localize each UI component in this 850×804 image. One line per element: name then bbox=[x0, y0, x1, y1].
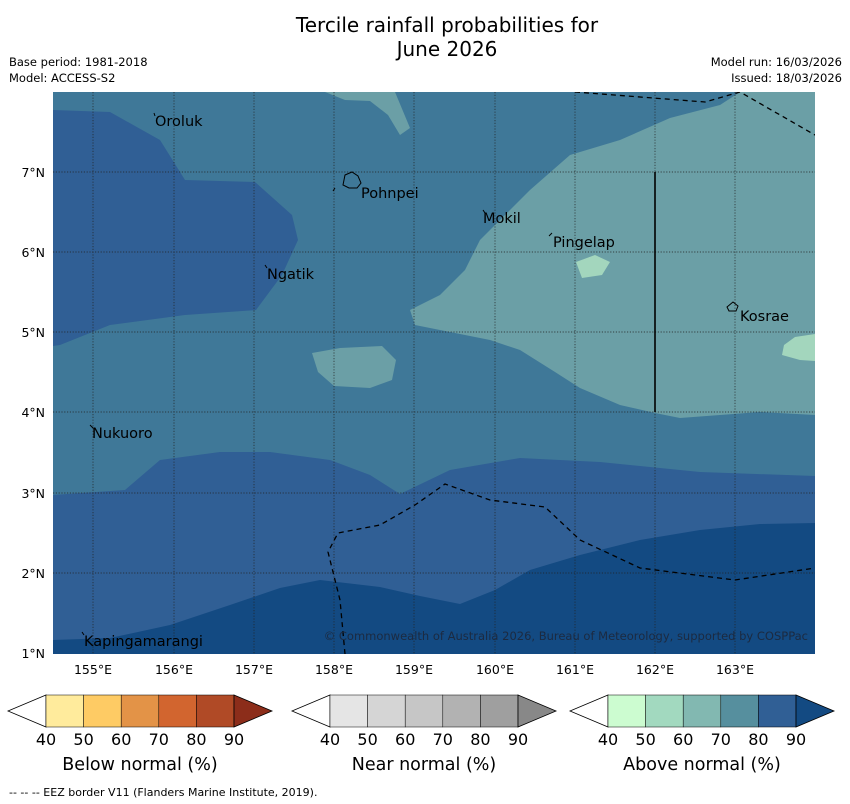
lon-tick-158e: 158°E bbox=[315, 662, 353, 677]
place-kapingamarangi: Kapingamarangi bbox=[84, 634, 203, 650]
colorbar-below-extend-low bbox=[6, 694, 47, 728]
colorbar-below-tick: 90 bbox=[224, 730, 244, 749]
colorbar-near-tick: 50 bbox=[357, 730, 377, 749]
pohnpei-island bbox=[342, 171, 362, 189]
model-name: Model: ACCESS-S2 bbox=[9, 71, 116, 85]
lon-tick-157e: 157°E bbox=[235, 662, 273, 677]
place-kosrae: Kosrae bbox=[740, 309, 789, 325]
colorbar-near-tick: 70 bbox=[433, 730, 453, 749]
place-mokil: Mokil bbox=[483, 211, 521, 227]
zone-above-60-east bbox=[410, 92, 815, 418]
lat-tick-6n: 6°N bbox=[21, 245, 45, 260]
place-pingelap: Pingelap bbox=[553, 235, 615, 251]
lon-tick-163e: 163°E bbox=[716, 662, 754, 677]
lat-tick-1n: 1°N bbox=[21, 646, 45, 661]
place-pohnpei: Pohnpei bbox=[361, 186, 419, 202]
lon-tick-160e: 160°E bbox=[476, 662, 514, 677]
model-run: Model run: 16/03/2026 bbox=[710, 55, 842, 69]
colorbar-near-tick: 80 bbox=[470, 730, 490, 749]
colorbar-above: 40 50 60 70 80 90 bbox=[568, 694, 836, 749]
colorbar-above-tick: 80 bbox=[748, 730, 768, 749]
colorbar-above-tick: 40 bbox=[598, 730, 618, 749]
colorbar-below-segment bbox=[120, 694, 160, 728]
zone-above-50-kosrae bbox=[782, 334, 815, 361]
colorbar-near-title: Near normal (%) bbox=[351, 755, 497, 775]
colorbar-below-tick: 50 bbox=[73, 730, 93, 749]
lat-tick-4n: 4°N bbox=[21, 405, 45, 420]
eez-border-south bbox=[327, 483, 815, 654]
colorbar-below-segment bbox=[196, 694, 235, 728]
eez-borders bbox=[327, 92, 815, 654]
zone-above-50-pingelap bbox=[576, 255, 610, 278]
base-period: Base period: 1981-2018 bbox=[9, 55, 148, 69]
eez-footer-note: -- -- -- EEZ border V11 (Flanders Marine… bbox=[9, 786, 318, 799]
colorbar-near-tick: 40 bbox=[320, 730, 340, 749]
lat-tick-2n: 2°N bbox=[21, 566, 45, 581]
colorbar-above-segment bbox=[645, 694, 684, 728]
colorbar-above-extend-high bbox=[795, 694, 836, 728]
colorbar-near: 40 50 60 70 80 90 bbox=[290, 694, 558, 749]
colorbar-above-tick: 90 bbox=[786, 730, 806, 749]
place-oroluk: Oroluk bbox=[155, 114, 203, 130]
colorbar-near-segment bbox=[329, 694, 368, 728]
colorbar-below-tick: 40 bbox=[36, 730, 56, 749]
zone-above-90-south bbox=[53, 523, 815, 654]
colorbar-legends: 40 50 60 70 80 90 40 50 60 70 80 90 40 50 60 70 80 90 bbox=[6, 694, 836, 749]
colorbar-above-segment bbox=[607, 694, 646, 728]
eez-border-north bbox=[574, 92, 815, 136]
graticule bbox=[53, 92, 815, 654]
lon-tick-162e: 162°E bbox=[636, 662, 674, 677]
colorbar-below-title: Below normal (%) bbox=[62, 755, 218, 775]
colorbar-near-segment bbox=[367, 694, 406, 728]
colorbar-above-tick: 50 bbox=[635, 730, 655, 749]
colorbar-near-segment bbox=[404, 694, 444, 728]
colorbar-above-title: Above normal (%) bbox=[623, 755, 781, 775]
colorbar-above-tick: 70 bbox=[711, 730, 731, 749]
rainfall-map: Oroluk Pohnpei Mokil Pingelap Ngatik Kos… bbox=[21, 92, 815, 677]
colorbar-below-segment bbox=[83, 694, 122, 728]
colorbar-above-extend-low bbox=[568, 694, 609, 728]
lon-tick-161e: 161°E bbox=[556, 662, 594, 677]
colorbar-below-tick: 60 bbox=[111, 730, 131, 749]
colorbar-below-tick: 80 bbox=[186, 730, 206, 749]
colorbar-below-segment bbox=[45, 694, 84, 728]
pohnpei-islet bbox=[332, 187, 336, 192]
zone-above-60-north bbox=[325, 92, 410, 135]
colorbar-above-segment bbox=[720, 694, 759, 728]
lon-tick-159e: 159°E bbox=[395, 662, 433, 677]
colorbar-above-segment bbox=[682, 694, 722, 728]
colorbar-near-tick: 60 bbox=[395, 730, 415, 749]
chart-title-line1: Tercile rainfall probabilities for bbox=[295, 13, 599, 37]
colorbar-near-extend-high bbox=[517, 694, 558, 728]
colorbar-near-segment bbox=[442, 694, 481, 728]
place-ngatik: Ngatik bbox=[267, 267, 315, 283]
colorbar-below-segment bbox=[158, 694, 197, 728]
colorbar-below: 40 50 60 70 80 90 bbox=[6, 694, 274, 749]
lon-tick-155e: 155°E bbox=[74, 662, 112, 677]
islands bbox=[81, 112, 739, 636]
colorbar-near-segment bbox=[480, 694, 519, 728]
colorbar-above-segment bbox=[758, 694, 797, 728]
lat-tick-3n: 3°N bbox=[21, 486, 45, 501]
place-nukuoro: Nukuoro bbox=[92, 426, 153, 442]
colorbar-near-extend-low bbox=[290, 694, 331, 728]
kosrae-island bbox=[726, 301, 739, 312]
colorbar-near-tick: 90 bbox=[508, 730, 528, 749]
lon-tick-156e: 156°E bbox=[155, 662, 193, 677]
colorbar-below-tick: 70 bbox=[149, 730, 169, 749]
zone-above-60-middle bbox=[312, 346, 396, 388]
copyright-text: © Commonwealth of Australia 2026, Bureau… bbox=[324, 629, 808, 643]
colorbar-below-extend-high bbox=[233, 694, 274, 728]
zone-above-80-northwest bbox=[53, 110, 298, 346]
chart-title-line2: June 2026 bbox=[396, 37, 498, 61]
issued-date: Issued: 18/03/2026 bbox=[731, 71, 842, 85]
colorbar-above-tick: 60 bbox=[673, 730, 693, 749]
lat-tick-7n: 7°N bbox=[21, 165, 45, 180]
lat-tick-5n: 5°N bbox=[21, 325, 45, 340]
